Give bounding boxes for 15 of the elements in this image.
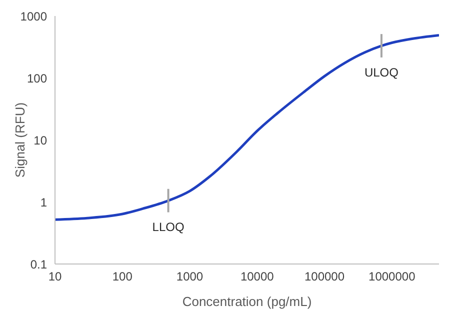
x-tick-label: 100 (112, 270, 133, 284)
x-tick-label: 10000 (240, 270, 274, 284)
y-axis-title: Signal (RFU) (12, 102, 28, 178)
y-tick-label: 1000 (20, 9, 48, 24)
y-tick-label: 100 (26, 71, 48, 86)
y-tick-label: 10 (34, 133, 48, 148)
y-tick-label: 0.1 (30, 257, 48, 272)
x-axis-title: Concentration (pg/mL) (182, 294, 312, 309)
annotation: LLOQ (152, 220, 184, 234)
x-tick-label: 1000 (176, 270, 204, 284)
x-tick-label: 100000 (304, 270, 345, 284)
x-tick-label: 10 (48, 270, 62, 284)
annotation: ULOQ (364, 65, 398, 80)
y-tick-label: 1 (40, 195, 48, 210)
x-tick-label: 1000000 (368, 270, 416, 284)
